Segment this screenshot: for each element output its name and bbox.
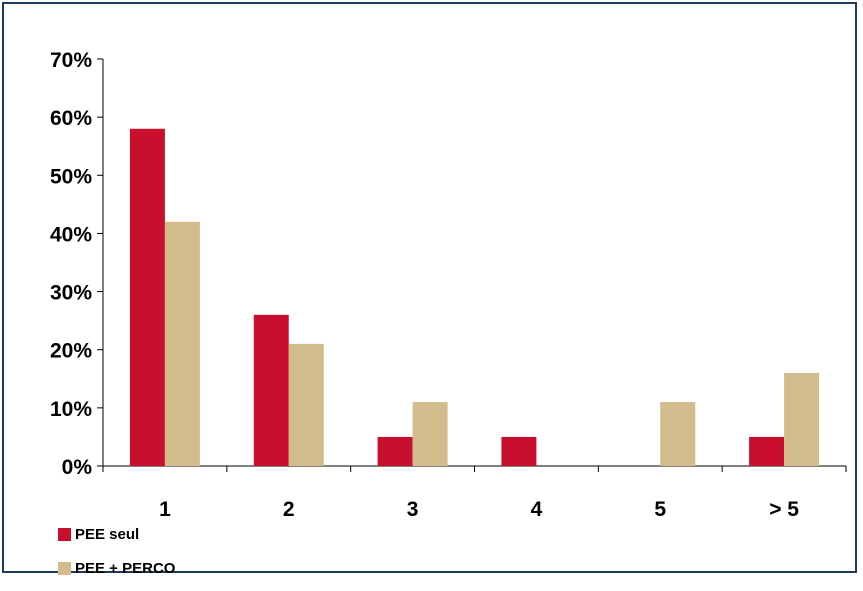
legend-item-pee-seul: PEE seul	[58, 523, 175, 545]
legend-swatch-pee-seul	[58, 527, 71, 541]
bar	[164, 221, 200, 466]
x-tick-label: 2	[283, 498, 295, 521]
legend-label-pee-seul: PEE seul	[75, 525, 140, 543]
legend-item-pee-perco: PEE + PERCO	[58, 557, 175, 579]
bar	[253, 314, 289, 466]
legend-swatch-pee-perco	[58, 561, 71, 575]
x-tick-label: 3	[407, 498, 419, 521]
y-tick-label: 50%	[50, 165, 92, 188]
y-tick-label: 30%	[50, 282, 92, 305]
bar	[749, 436, 785, 466]
x-tick-label: 1	[159, 498, 171, 521]
x-tick-label: > 5	[769, 498, 799, 521]
x-axis: 1 2 3 4 5 > 5	[102, 465, 847, 521]
bar	[501, 436, 537, 466]
bar	[129, 128, 165, 466]
y-tick-label: 0%	[62, 456, 93, 479]
legend: PEE seul PEE + PERCO	[58, 523, 175, 591]
bar-chart: 0% 10% 20% 30% 40% 50% 60% 70% 1 2 3 4 5 > 5	[50, 49, 847, 521]
y-tick-label: 70%	[50, 49, 92, 72]
bar	[784, 372, 820, 466]
x-tick-label: 5	[654, 498, 666, 521]
y-tick-label: 10%	[50, 398, 92, 421]
y-axis: 0% 10% 20% 30% 40% 50% 60% 70%	[50, 49, 104, 479]
y-tick-label: 60%	[50, 107, 92, 130]
y-tick-label: 40%	[50, 223, 92, 246]
x-tick-label: 4	[531, 498, 543, 521]
legend-label-pee-perco: PEE + PERCO	[75, 559, 176, 577]
bar	[412, 402, 448, 466]
chart-frame: 0% 10% 20% 30% 40% 50% 60% 70% 1 2 3 4 5 > 5 PEE seu…	[2, 2, 857, 577]
bars	[129, 128, 820, 466]
bar	[288, 343, 324, 466]
bar	[377, 436, 413, 466]
y-tick-label: 20%	[50, 340, 92, 363]
bar	[660, 402, 696, 466]
